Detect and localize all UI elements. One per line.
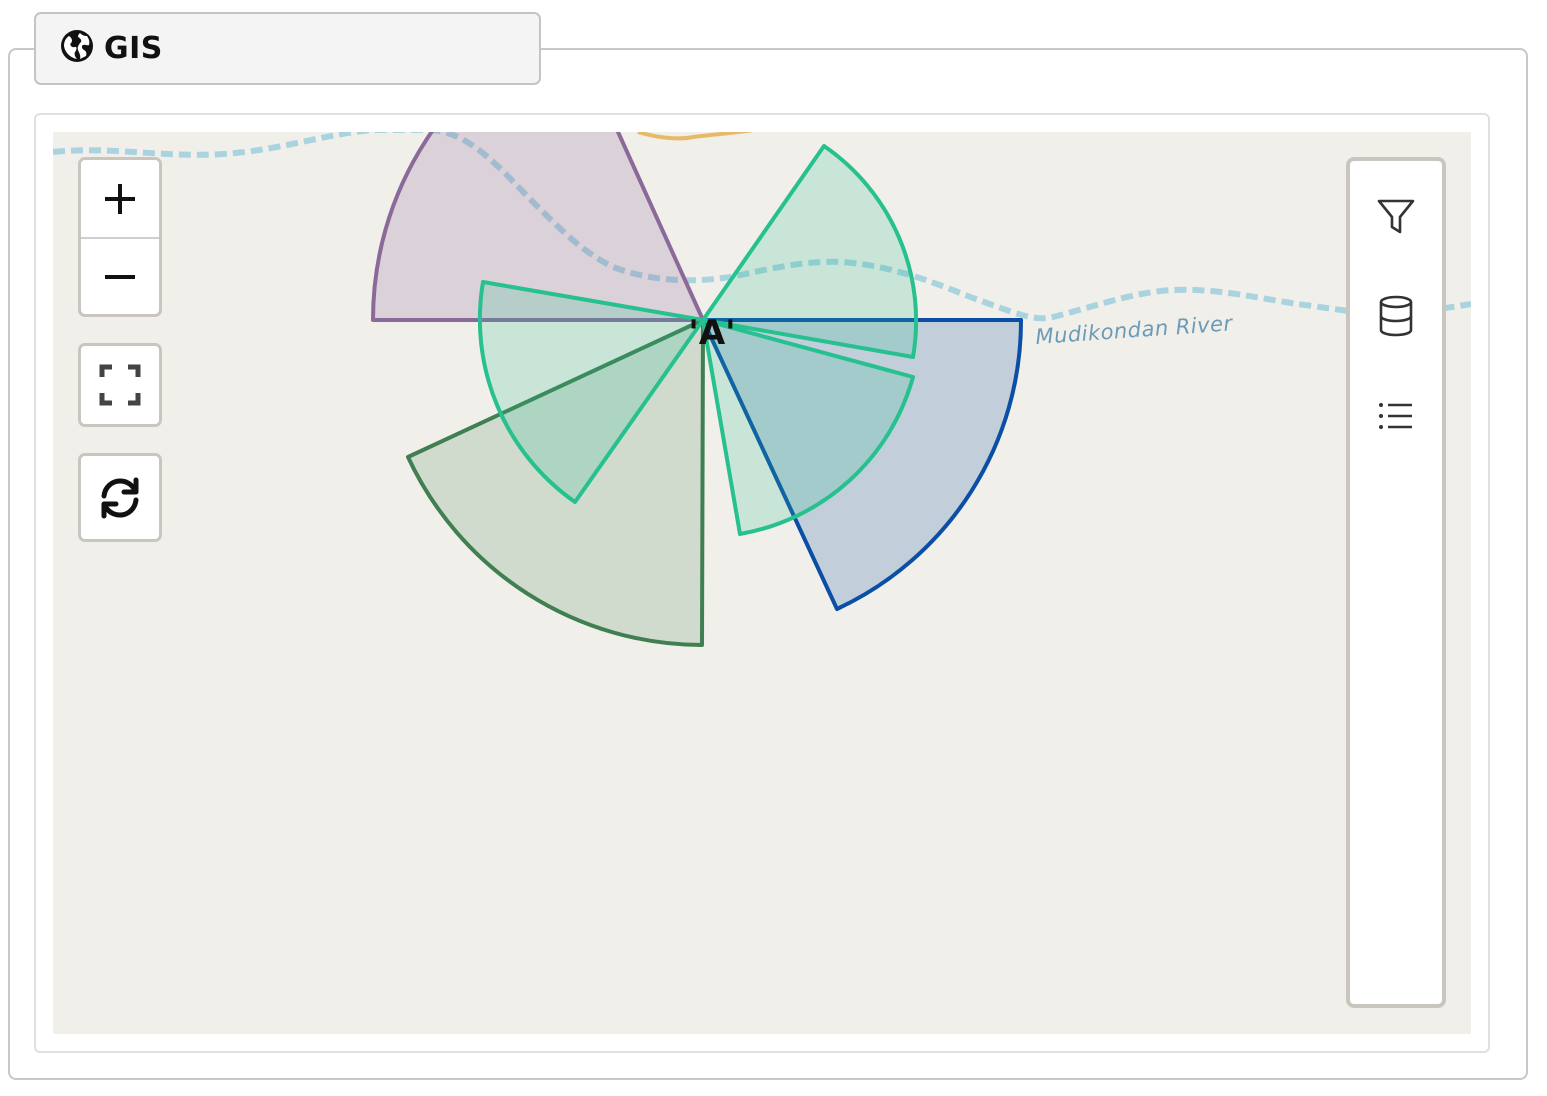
gis-title: GIS	[104, 31, 163, 66]
zoom-control	[78, 157, 162, 317]
fullscreen-button[interactable]	[78, 343, 162, 427]
zoom-in-button[interactable]	[81, 160, 159, 237]
point-label: 'A'	[688, 313, 735, 353]
teal-sector-southeast	[701, 318, 915, 536]
teal-sector-west	[477, 280, 705, 504]
filter-button[interactable]	[1371, 191, 1421, 241]
globe-icon	[60, 29, 94, 68]
fullscreen-icon	[99, 364, 141, 406]
database-icon	[1379, 295, 1413, 337]
river-line	[53, 132, 1471, 322]
minus-icon	[105, 274, 135, 279]
basemap: Mudikondan River 'A'	[53, 132, 1471, 647]
gis-header: GIS	[34, 12, 541, 85]
refresh-icon	[101, 477, 139, 518]
list-icon	[1379, 403, 1412, 429]
layer-toolbar	[1346, 157, 1446, 1008]
database-button[interactable]	[1371, 291, 1421, 341]
list-button[interactable]	[1371, 391, 1421, 441]
zoom-out-button[interactable]	[81, 237, 159, 314]
road-line	[637, 132, 754, 141]
teal-sector-north	[701, 144, 919, 359]
green-sector	[406, 318, 705, 647]
blue-sector	[701, 318, 1024, 611]
plus-icon	[105, 183, 135, 214]
refresh-button[interactable]	[78, 453, 162, 542]
purple-sector	[370, 132, 705, 322]
river-label: Mudikondan River	[1035, 311, 1235, 349]
map-canvas[interactable]: Mudikondan River 'A'	[53, 132, 1471, 1034]
filter-icon	[1377, 199, 1415, 234]
sector-layer	[370, 132, 1024, 647]
